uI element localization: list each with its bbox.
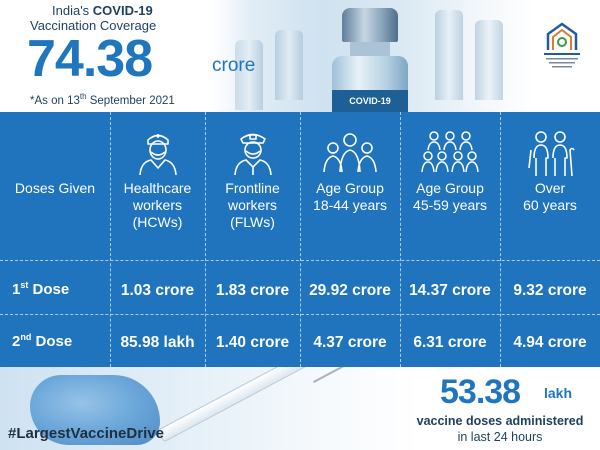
background-vial (435, 10, 463, 100)
group-45-59-icon (421, 131, 479, 173)
title-line: India's COVID-19 (52, 3, 153, 18)
hashtag: #LargestVaccineDrive (8, 425, 164, 442)
column-header-frontline: Frontline workers (FLWs) (205, 112, 300, 260)
background-vial (475, 20, 503, 100)
column-header-45-59: Age Group 45-59 years (400, 112, 500, 260)
vial-label: COVID-19 (332, 90, 408, 112)
title-bold: COVID-19 (92, 3, 153, 18)
frontline-worker-icon (233, 133, 272, 176)
as-on-date: *As on 13th September 2021 (30, 92, 175, 107)
last-24h-caption: vaccine doses administered (416, 414, 584, 428)
first-dose-healthcare: 1.03 crore (120, 282, 195, 299)
second-dose-45-59: 6.31 crore (413, 334, 487, 351)
row-label-second-dose: 2nd Dose (12, 332, 73, 350)
first-dose-45-59: 14.37 crore (409, 282, 491, 299)
first-dose-18-44: 29.92 crore (309, 282, 391, 299)
second-dose-frontline: 1.40 crore (215, 334, 290, 351)
healthcare-worker-icon (138, 134, 177, 176)
doses-given-header: Doses Given (14, 180, 96, 196)
title-prefix: India's (52, 3, 93, 18)
vaccination-table: Doses Given Healthcare workers (HCWs) (0, 112, 600, 367)
covid-vial-icon: COVID-19 (330, 8, 410, 112)
group-18-44-icon (323, 133, 377, 173)
footer: #LargestVaccineDrive 53.38 lakh vaccine … (0, 367, 600, 450)
header: COVID-19 India's COVID-19 Vaccination Co… (0, 0, 600, 112)
syringe-icon (157, 367, 323, 443)
second-dose-healthcare: 85.98 lakh (120, 334, 195, 351)
pib-logo-icon (544, 22, 580, 68)
second-dose-18-44: 4.37 crore (313, 334, 387, 351)
total-doses-value: 74.38 (27, 30, 153, 88)
first-dose-over-60: 9.32 crore (513, 282, 587, 299)
column-header-healthcare: Healthcare workers (HCWs) (110, 112, 205, 260)
column-header-18-44: Age Group 18-44 years (300, 112, 400, 260)
subtitle: Vaccination Coverage (30, 18, 157, 33)
background-vial (275, 30, 303, 100)
last-24h-value: 53.38 (440, 373, 521, 411)
total-doses-unit: crore (212, 55, 256, 76)
column-header-over-60: Over 60 years (500, 112, 600, 260)
row-label-first-dose: 1st Dose (12, 280, 70, 298)
vaccination-photo (0, 367, 420, 450)
last-24h-unit: lakh (544, 385, 573, 401)
gloved-hand-image (30, 375, 160, 445)
last-24h-period: in last 24 hours (457, 430, 543, 444)
elderly-icon (528, 131, 575, 177)
second-dose-over-60: 4.94 crore (513, 334, 587, 351)
first-dose-frontline: 1.83 crore (215, 282, 290, 299)
